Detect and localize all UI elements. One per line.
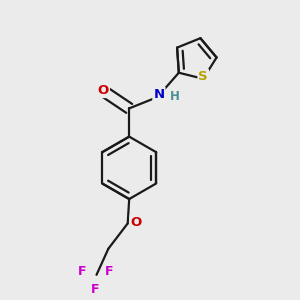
Text: O: O: [98, 84, 109, 97]
Text: F: F: [92, 283, 100, 296]
Text: S: S: [198, 70, 208, 83]
Text: F: F: [105, 265, 113, 278]
Text: H: H: [169, 90, 179, 103]
Text: N: N: [153, 88, 164, 100]
Text: O: O: [130, 216, 142, 229]
Text: F: F: [78, 265, 86, 278]
